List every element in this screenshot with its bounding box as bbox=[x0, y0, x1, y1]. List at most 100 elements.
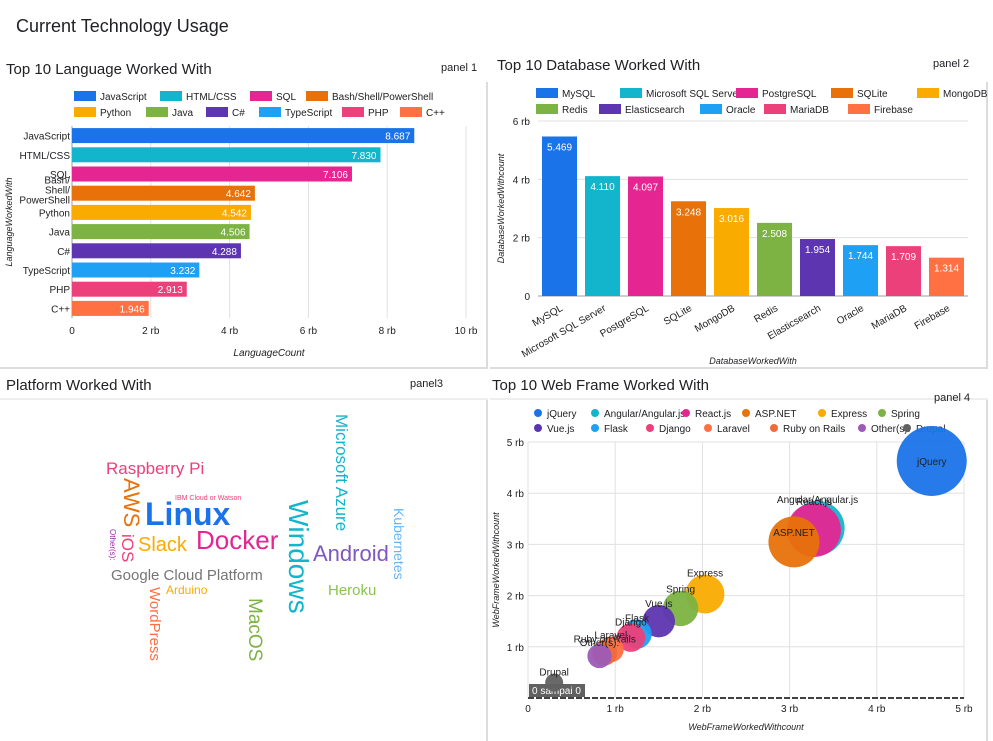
bar-microsoft-sql-server bbox=[585, 176, 620, 296]
word-macos: MacOS bbox=[244, 598, 265, 662]
x-tick-label: Redis bbox=[752, 303, 780, 325]
legend-swatch bbox=[259, 107, 281, 117]
bubble-label: Vue.js bbox=[645, 599, 672, 610]
legend-label: Laravel bbox=[717, 424, 750, 435]
bubble-label: ASP.NET bbox=[773, 528, 815, 539]
legend-label: Java bbox=[172, 108, 194, 119]
y-tick-label: TypeScript bbox=[23, 266, 70, 277]
legend-item-django: Django bbox=[646, 424, 691, 435]
bar-mariadb bbox=[886, 246, 921, 296]
legend-swatch bbox=[831, 88, 853, 98]
word-microsoft-azure: Microsoft Azure bbox=[332, 414, 351, 532]
bar-value-label: 1.946 bbox=[120, 304, 145, 315]
legend-item-other-s: Other(s): bbox=[858, 424, 910, 435]
panel4-label: panel 4 bbox=[934, 392, 971, 404]
word-slack: Slack bbox=[138, 534, 187, 556]
legend-item-flask: Flask bbox=[591, 424, 628, 435]
legend-label: jQuery bbox=[547, 409, 577, 420]
legend-label: HTML/CSS bbox=[186, 92, 237, 103]
bar-mysql bbox=[542, 136, 577, 296]
bar-c bbox=[72, 300, 149, 316]
bubble-label: jQuery bbox=[916, 457, 946, 468]
language-bar-chart: 0 2 rb 4 rb 6 rb 8 rb 10 rb 8.687 JavaScript 7.8… bbox=[4, 126, 478, 359]
panel4-top-border bbox=[490, 398, 988, 400]
legend-swatch bbox=[700, 104, 722, 114]
legend-label: C# bbox=[232, 108, 245, 119]
bar-value-label: 1.744 bbox=[848, 251, 873, 262]
bar-value-label: 4.642 bbox=[226, 189, 251, 200]
bar-php bbox=[72, 281, 187, 297]
x-axis-title: LanguageCount bbox=[233, 348, 305, 359]
legend-label: C++ bbox=[426, 108, 445, 119]
word-android: Android bbox=[313, 541, 389, 566]
bar-firebase bbox=[929, 257, 964, 296]
legend-label: MariaDB bbox=[790, 105, 829, 116]
legend-item-sqlite: SQLite bbox=[831, 88, 888, 100]
legend-label: Python bbox=[100, 108, 132, 119]
x-tick-label: Oracle bbox=[835, 303, 866, 327]
bubble-label: Express bbox=[687, 569, 723, 580]
word-ibm-cloud: IBM Cloud or Watson bbox=[175, 495, 242, 502]
x-tick-label: MongoDB bbox=[693, 303, 737, 335]
y-tick-label: 1 rb bbox=[507, 643, 525, 654]
legend-item-elasticsearch: Elasticsearch bbox=[599, 104, 684, 116]
bar-value-label: 1.954 bbox=[805, 245, 830, 256]
bubble-label: Angular/Angular.js bbox=[777, 495, 858, 506]
y-tick-label: 0 bbox=[524, 292, 530, 303]
x-tick-label: SQLite bbox=[662, 303, 694, 328]
legend-item-jquery: jQuery bbox=[534, 409, 576, 420]
bar-value-label: 5.469 bbox=[547, 142, 572, 153]
bubble-label: Ruby on Rails bbox=[574, 634, 636, 645]
bar-value-label: 4.288 bbox=[212, 247, 237, 258]
bubble-other-s bbox=[587, 643, 612, 669]
legend-swatch bbox=[400, 107, 422, 117]
y-axis-title: WebFrameWorkedWithcount bbox=[491, 512, 501, 628]
x-tick-label: MariaDB bbox=[870, 303, 909, 332]
legend-swatch bbox=[306, 91, 328, 101]
legend-swatch bbox=[917, 88, 939, 98]
legend-item-postgresql: PostgreSQL bbox=[736, 88, 816, 100]
legend-item-bash-shell-powershell: Bash/Shell/PowerShell bbox=[306, 91, 433, 103]
x-tick-label: 10 rb bbox=[455, 326, 478, 337]
legend-item-mongodb: MongoDB bbox=[917, 88, 987, 100]
legend-swatch bbox=[599, 104, 621, 114]
bar-bash-shell-powershell bbox=[72, 185, 255, 201]
panel1-label: panel 1 bbox=[441, 62, 478, 74]
y-tick-label: HTML/CSS bbox=[19, 151, 70, 162]
word-docker: Docker bbox=[196, 525, 279, 555]
bar-value-label: 1.314 bbox=[934, 264, 959, 275]
bar-c bbox=[72, 243, 241, 259]
panel2-chart-area: MySQL Microsoft SQL Server PostgreSQL SQLit… bbox=[490, 82, 987, 367]
panel4-title: Top 10 Web Frame Worked With bbox=[492, 377, 710, 394]
x-tick-label: 4 rb bbox=[868, 704, 886, 715]
legend-swatch bbox=[858, 424, 866, 432]
legend-swatch bbox=[878, 409, 886, 417]
legend-swatch bbox=[591, 424, 599, 432]
legend-label: Firebase bbox=[874, 105, 913, 116]
x-tick-label: 1 rb bbox=[607, 704, 625, 715]
legend-label: Other(s): bbox=[871, 424, 911, 435]
y-tick-label: JavaScript bbox=[23, 132, 70, 143]
legend-swatch bbox=[74, 107, 96, 117]
word-arduino: Arduino bbox=[166, 583, 208, 597]
bar-oracle bbox=[843, 245, 878, 296]
bar-python bbox=[72, 204, 251, 220]
y-tick-label: 6 rb bbox=[513, 117, 531, 128]
legend-swatch bbox=[770, 424, 778, 432]
y-tick-label: C++ bbox=[51, 304, 70, 315]
bar-sql bbox=[72, 166, 352, 182]
bubble-label: Other(s): bbox=[580, 638, 619, 649]
legend-label: SQLite bbox=[857, 89, 888, 100]
panel1-chart-area: JavaScript HTML/CSS SQL Bash/Shell/PowerShe… bbox=[0, 82, 486, 367]
legend-label: Elasticsearch bbox=[625, 105, 685, 116]
legend-item-react-js: React.js bbox=[682, 409, 731, 420]
legend-item-asp-net: ASP.NET bbox=[742, 409, 797, 420]
y-tick-label: Bash/Shell/PowerShell bbox=[19, 176, 70, 207]
bar-value-label: 4.542 bbox=[222, 208, 247, 219]
bar-value-label: 2.913 bbox=[158, 285, 183, 296]
x-tick-label: 8 rb bbox=[379, 326, 397, 337]
legend-label: Redis bbox=[562, 105, 588, 116]
x-tick-label: 2 rb bbox=[142, 326, 160, 337]
word-others: Other(s): bbox=[108, 529, 117, 561]
legend-swatch bbox=[206, 107, 228, 117]
